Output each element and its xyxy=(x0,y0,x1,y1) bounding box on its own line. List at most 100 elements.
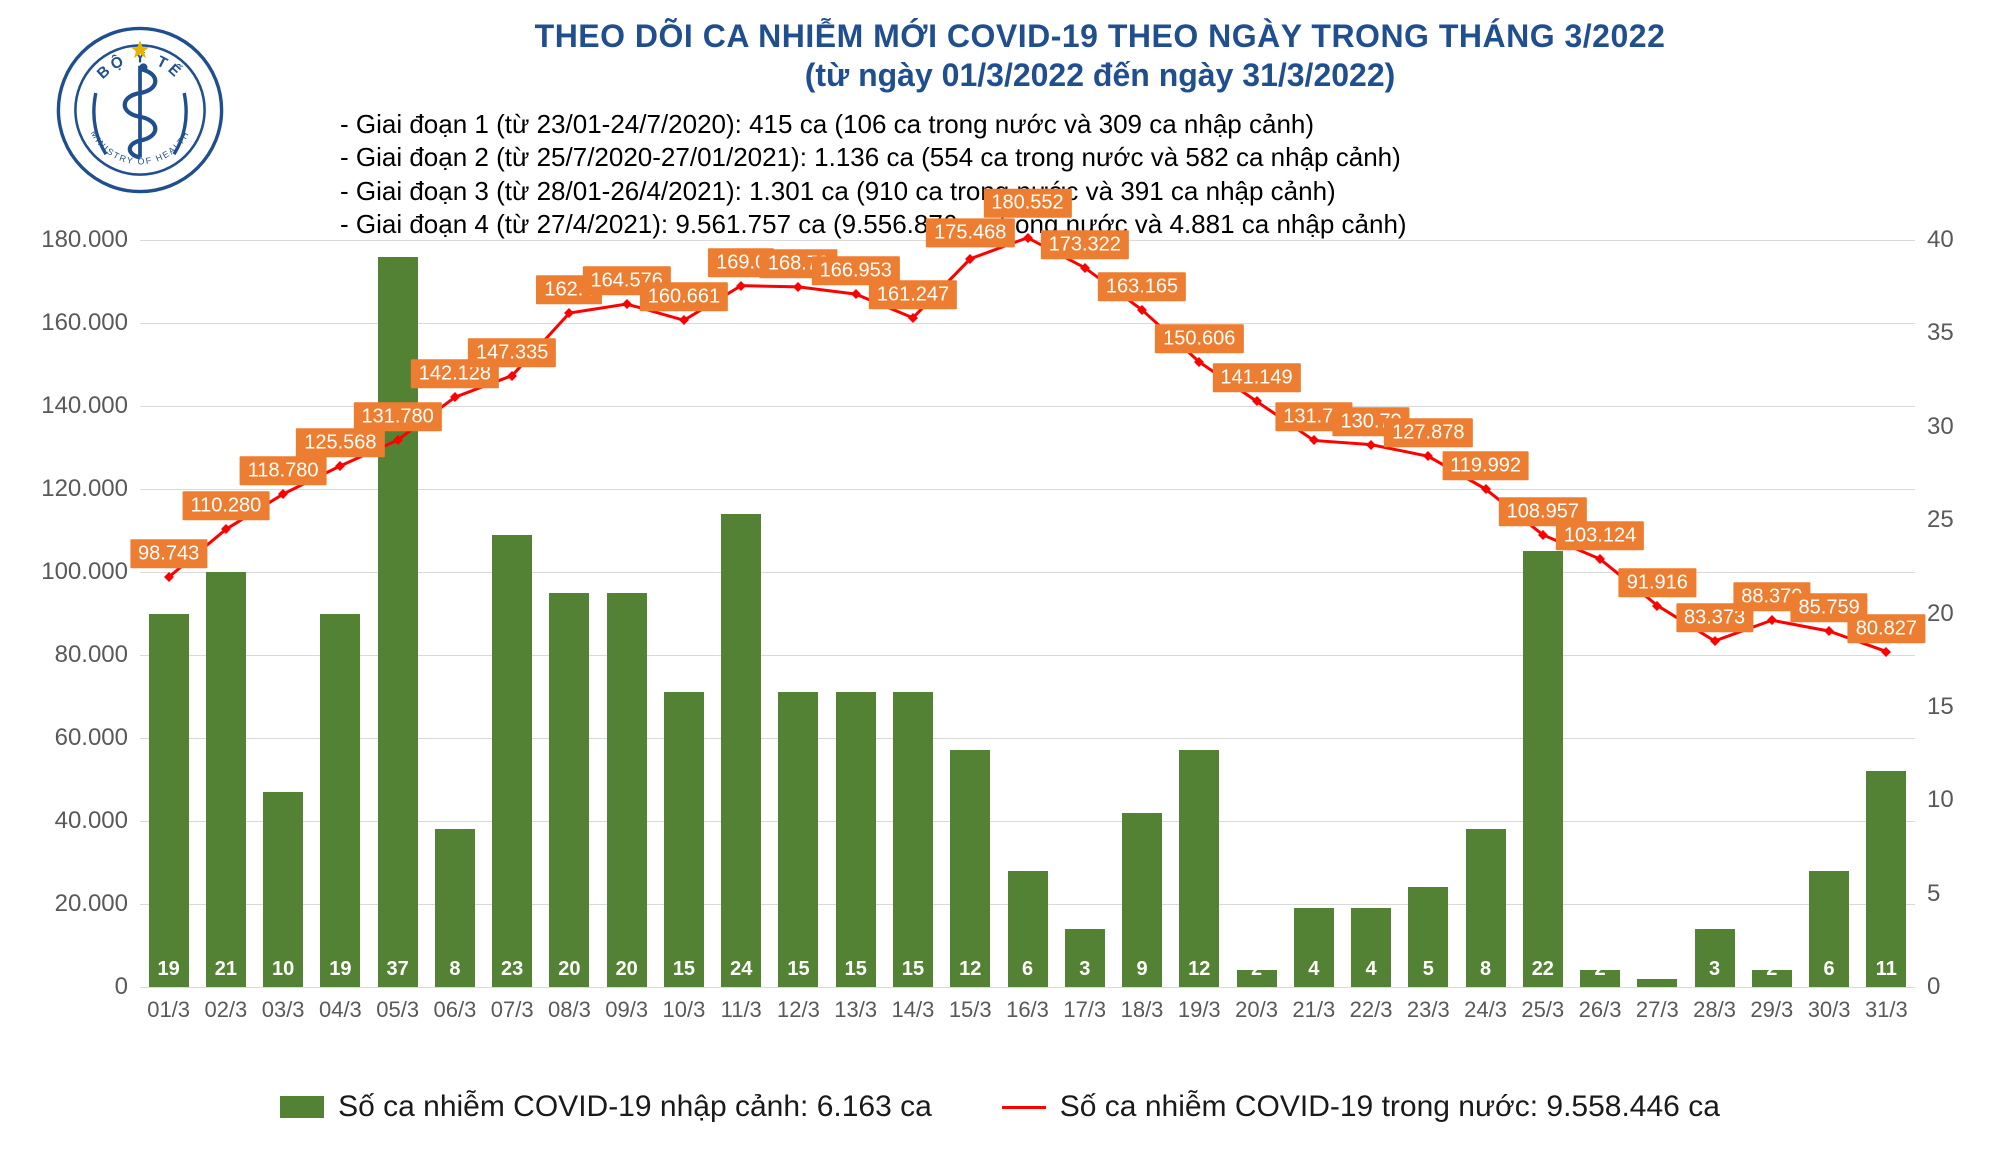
line-marker xyxy=(1309,435,1319,445)
labels-layer: 98.743110.280118.780125.568131.780142.12… xyxy=(140,240,1915,987)
grid-line xyxy=(140,987,1915,988)
legend-bars-text: Số ca nhiễm COVID-19 nhập cảnh: 6.163 ca xyxy=(338,1090,932,1124)
line-value-label: 103.124 xyxy=(1556,521,1644,550)
line-value-label: 161.247 xyxy=(869,280,957,309)
line-value-label: 119.992 xyxy=(1442,451,1529,480)
x-tick-label: 04/3 xyxy=(319,997,362,1023)
x-tick-label: 20/3 xyxy=(1235,997,1278,1023)
line-marker xyxy=(1481,484,1491,494)
legend-swatch-line-icon xyxy=(1002,1106,1046,1109)
x-tick-label: 08/3 xyxy=(548,997,591,1023)
x-tick-label: 14/3 xyxy=(892,997,935,1023)
y-left-tick-label: 80.000 xyxy=(55,641,132,669)
line-marker xyxy=(1881,647,1891,657)
line-marker xyxy=(1194,357,1204,367)
line-marker xyxy=(1538,530,1548,540)
x-tick-label: 10/3 xyxy=(663,997,706,1023)
line-marker xyxy=(393,435,403,445)
line-marker xyxy=(1652,601,1662,611)
x-tick-label: 06/3 xyxy=(433,997,476,1023)
line-marker xyxy=(1366,440,1376,450)
x-tick-label: 26/3 xyxy=(1579,997,1622,1023)
legend-line: Số ca nhiễm COVID-19 trong nước: 9.558.4… xyxy=(1002,1090,1720,1124)
stage-line: - Giai đoạn 4 (từ 27/4/2021): 9.561.757 … xyxy=(340,208,1407,241)
y-right-tick-label: 40 xyxy=(1923,226,1954,254)
title-sub: (từ ngày 01/3/2022 đến ngày 31/3/2022) xyxy=(260,57,1940,94)
legend-bars: Số ca nhiễm COVID-19 nhập cảnh: 6.163 ca xyxy=(280,1090,932,1124)
legend-line-text: Số ca nhiễm COVID-19 trong nước: 9.558.4… xyxy=(1060,1090,1720,1124)
x-tick-label: 27/3 xyxy=(1636,997,1679,1023)
line-value-label: 118.780 xyxy=(240,456,327,485)
x-tick-label: 13/3 xyxy=(834,997,877,1023)
y-left-tick-label: 0 xyxy=(115,973,132,1001)
line-value-label: 150.606 xyxy=(1155,324,1243,353)
line-marker xyxy=(622,299,632,309)
y-right-tick-label: 25 xyxy=(1923,506,1954,534)
y-left-tick-label: 60.000 xyxy=(55,724,132,752)
x-tick-label: 07/3 xyxy=(491,997,534,1023)
x-tick-label: 19/3 xyxy=(1178,997,1221,1023)
plot-area: 020.00040.00060.00080.000100.000120.0001… xyxy=(30,240,1970,1042)
line-value-label: 131.780 xyxy=(354,402,442,431)
line-marker xyxy=(1824,626,1834,636)
stage-line: - Giai đoạn 2 (từ 25/7/2020-27/01/2021):… xyxy=(340,141,1407,174)
title-block: THEO DÕI CA NHIỄM MỚI COVID-19 THEO NGÀY… xyxy=(260,18,1940,94)
y-right-tick-label: 0 xyxy=(1923,973,1940,1001)
line-marker xyxy=(908,313,918,323)
y-right-tick-label: 35 xyxy=(1923,319,1954,347)
line-value-label: 125.568 xyxy=(296,428,384,457)
y-left-tick-label: 160.000 xyxy=(41,309,132,337)
line-marker xyxy=(736,281,746,291)
line-value-label: 141.149 xyxy=(1212,364,1300,393)
stage-line: - Giai đoạn 1 (từ 23/01-24/7/2020): 415 … xyxy=(340,108,1407,141)
ministry-logo: BỘ Y TẾ MINISTRY OF HEALTH xyxy=(55,25,225,195)
y-left-tick-label: 180.000 xyxy=(41,226,132,254)
x-tick-label: 09/3 xyxy=(605,997,648,1023)
x-tick-label: 05/3 xyxy=(376,997,419,1023)
line-marker xyxy=(221,524,231,534)
y-left-tick-label: 100.000 xyxy=(41,558,132,586)
line-value-label: 180.552 xyxy=(983,188,1071,217)
line-marker xyxy=(1767,615,1777,625)
line-marker xyxy=(1595,554,1605,564)
line-marker xyxy=(794,282,804,292)
y-right-tick-label: 30 xyxy=(1923,413,1954,441)
line-marker xyxy=(679,315,689,325)
x-tick-label: 16/3 xyxy=(1006,997,1049,1023)
line-marker xyxy=(1252,396,1262,406)
line-marker xyxy=(965,254,975,264)
line-value-label: 91.916 xyxy=(1619,568,1696,597)
line-marker xyxy=(851,289,861,299)
x-tick-label: 25/3 xyxy=(1521,997,1564,1023)
plot-inner: 020.00040.00060.00080.000100.000120.0001… xyxy=(140,240,1915,987)
x-tick-label: 03/3 xyxy=(262,997,305,1023)
x-tick-label: 30/3 xyxy=(1808,997,1851,1023)
line-value-label: 98.743 xyxy=(130,540,207,569)
line-value-label: 163.165 xyxy=(1098,272,1186,301)
line-value-label: 175.468 xyxy=(926,218,1014,247)
line-marker xyxy=(564,308,574,318)
legend-swatch-bar-icon xyxy=(280,1096,324,1118)
line-marker xyxy=(1710,636,1720,646)
y-right-tick-label: 15 xyxy=(1923,693,1954,721)
line-value-label: 147.335 xyxy=(468,338,556,367)
x-tick-label: 23/3 xyxy=(1407,997,1450,1023)
line-marker xyxy=(278,489,288,499)
line-marker xyxy=(507,371,517,381)
x-tick-label: 24/3 xyxy=(1464,997,1507,1023)
legend: Số ca nhiễm COVID-19 nhập cảnh: 6.163 ca… xyxy=(0,1090,2000,1124)
x-tick-label: 02/3 xyxy=(204,997,247,1023)
x-tick-label: 17/3 xyxy=(1063,997,1106,1023)
y-left-tick-label: 140.000 xyxy=(41,392,132,420)
line-value-label: 160.661 xyxy=(640,283,728,312)
x-tick-label: 12/3 xyxy=(777,997,820,1023)
y-left-tick-label: 120.000 xyxy=(41,475,132,503)
y-right-tick-label: 20 xyxy=(1923,600,1954,628)
stage-line: - Giai đoạn 3 (từ 28/01-26/4/2021): 1.30… xyxy=(340,175,1407,208)
line-marker xyxy=(450,392,460,402)
y-left-tick-label: 40.000 xyxy=(55,807,132,835)
x-tick-label: 31/3 xyxy=(1865,997,1908,1023)
line-marker xyxy=(1137,305,1147,315)
y-right-tick-label: 5 xyxy=(1923,880,1940,908)
x-tick-label: 29/3 xyxy=(1750,997,1793,1023)
